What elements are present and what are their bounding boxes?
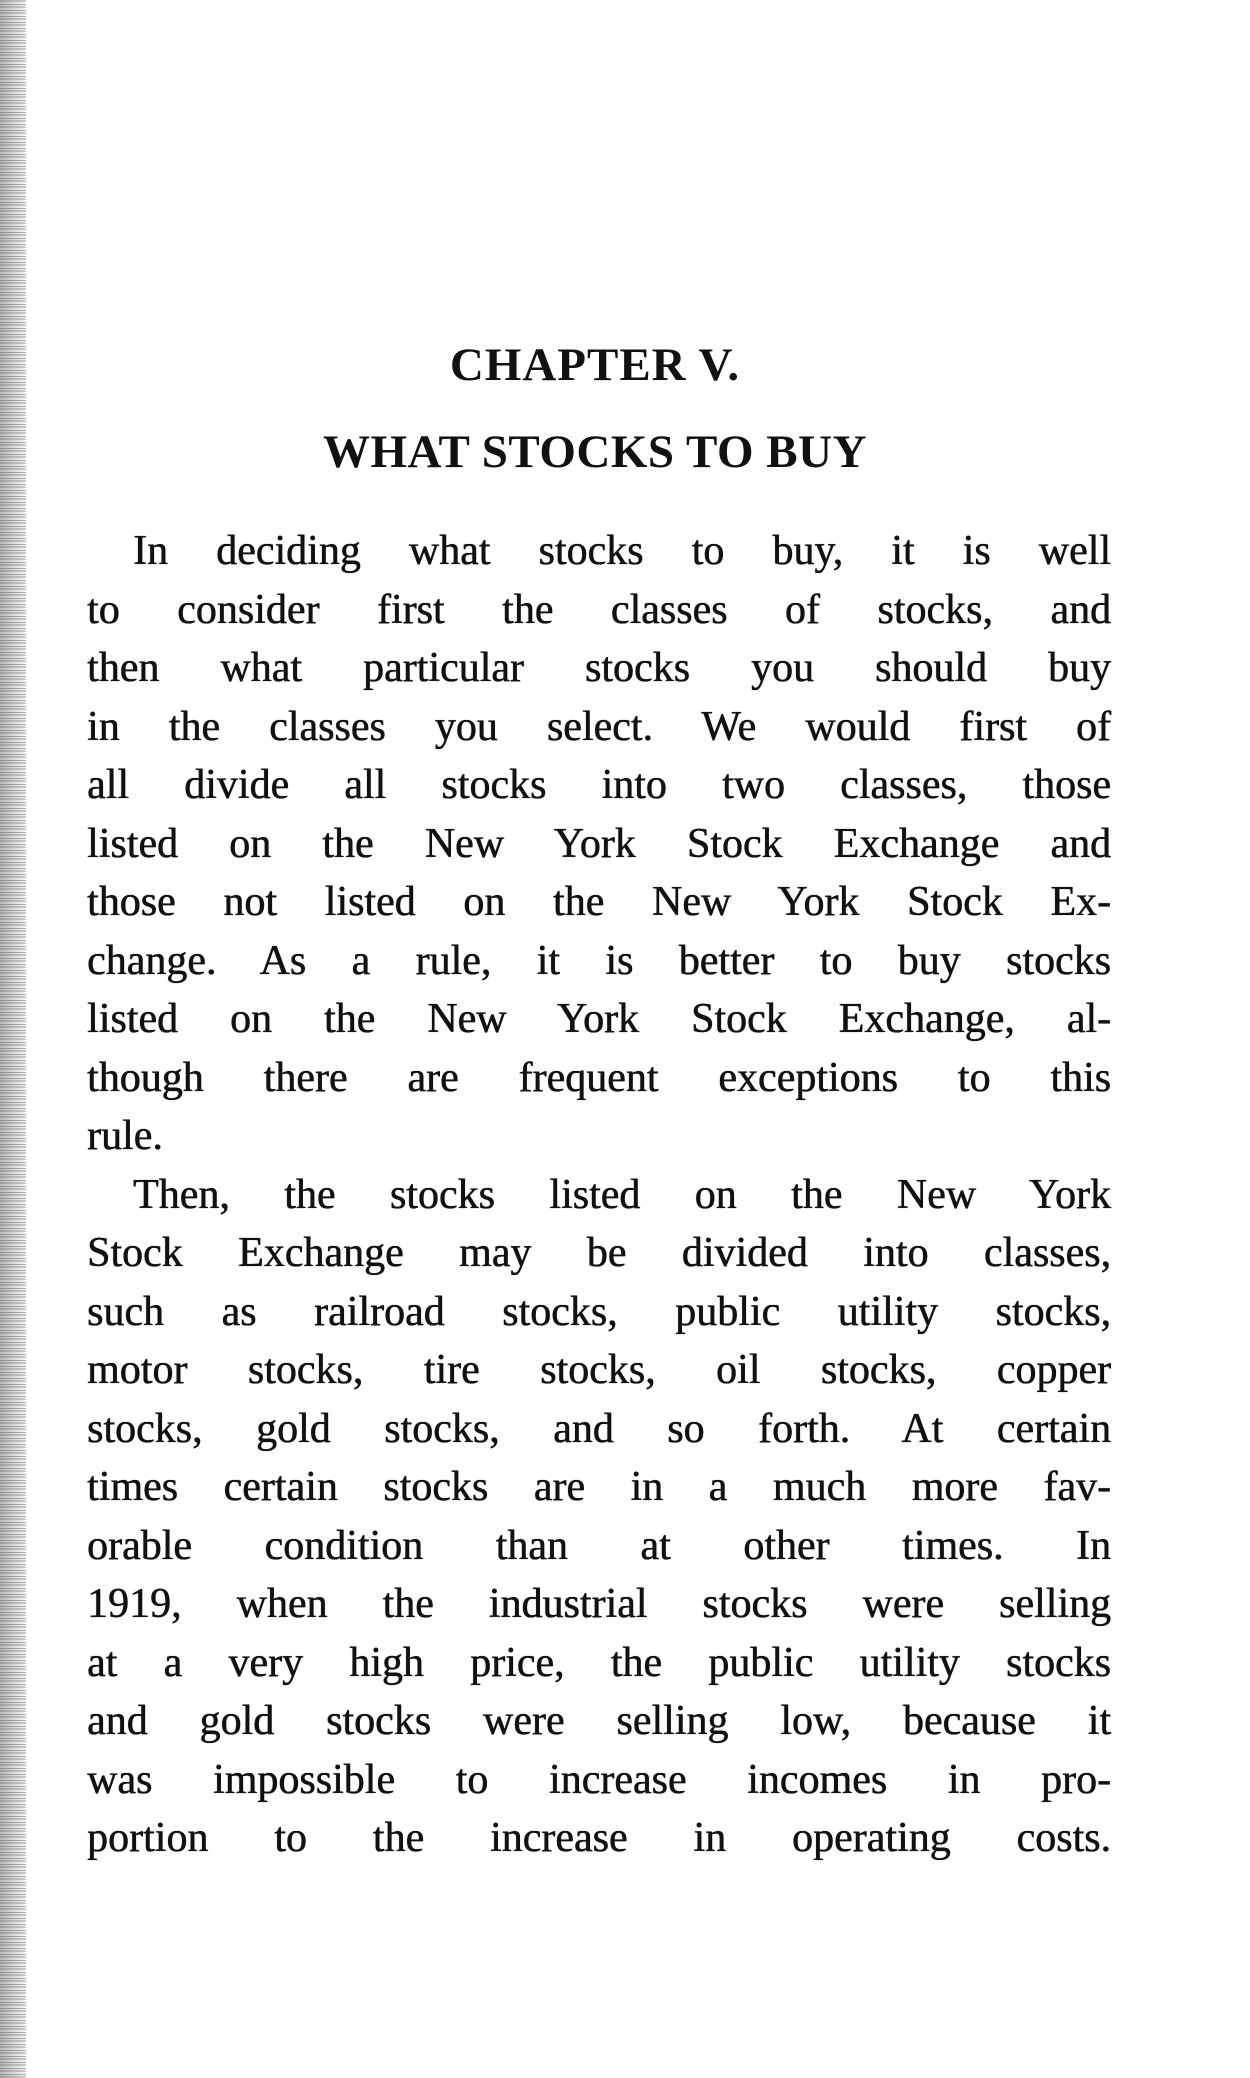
chapter-body: In deciding what stocks to buy, it is we… — [87, 522, 1111, 1868]
text-line: in the classes you select. We would firs… — [87, 703, 1111, 750]
text-line: all divide all stocks into two classes, … — [87, 762, 1111, 808]
book-binding-edge — [0, 0, 26, 2078]
text-line: change. As a rule, it is better to buy s… — [87, 937, 1111, 984]
text-line: In deciding what stocks to buy, it is we… — [133, 528, 1111, 574]
text-line: though there are frequent exceptions to … — [87, 1054, 1111, 1101]
text-line: at a very high price, the public utility… — [87, 1639, 1111, 1686]
text-line: 1919, when the industrial stocks were se… — [87, 1581, 1111, 1627]
text-line: then what particular stocks you should b… — [87, 645, 1111, 691]
text-line: those not listed on the New York Stock E… — [87, 879, 1111, 925]
text-line: and gold stocks were selling low, becaus… — [87, 1698, 1111, 1744]
text-line: rule. — [87, 1113, 163, 1159]
text-line: orable condition than at other times. In — [87, 1522, 1111, 1569]
text-line: motor stocks, tire stocks, oil stocks, c… — [87, 1347, 1111, 1393]
text-line: Then, the stocks listed on the New York — [133, 1171, 1111, 1218]
chapter-number: CHAPTER V. — [449, 339, 741, 391]
text-line: stocks, gold stocks, and so forth. At ce… — [87, 1405, 1111, 1452]
text-line: times certain stocks are in a much more … — [87, 1464, 1111, 1510]
text-line: listed on the New York Stock Exchange an… — [87, 820, 1111, 867]
text-line: to consider first the classes of stocks,… — [87, 586, 1111, 633]
text-line: Stock Exchange may be divided into class… — [87, 1230, 1111, 1276]
text-line: such as railroad stocks, public utility … — [87, 1288, 1111, 1335]
text-line: listed on the New York Stock Exchange, a… — [87, 996, 1111, 1042]
text-line: portion to the increase in operating cos… — [87, 1815, 1111, 1861]
text-line: was impossible to increase incomes in pr… — [87, 1756, 1111, 1803]
chapter-title: WHAT STOCKS TO BUY — [322, 426, 868, 478]
